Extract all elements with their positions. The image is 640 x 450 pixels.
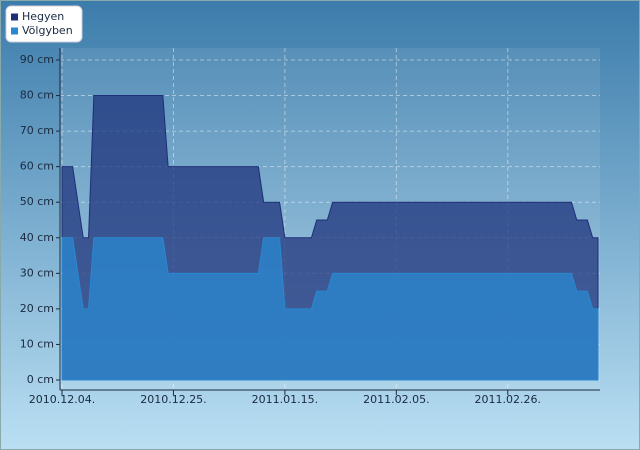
y-tick-label: 40 cm bbox=[20, 231, 54, 244]
legend-marker bbox=[11, 13, 18, 21]
y-tick-label: 20 cm bbox=[20, 302, 54, 315]
y-tick-label: 90 cm bbox=[20, 53, 54, 66]
x-tick-label: 2010.12.04. bbox=[29, 393, 95, 406]
area bbox=[61, 237, 599, 381]
legend-marker bbox=[11, 27, 18, 35]
y-tick-label: 70 cm bbox=[20, 124, 54, 137]
x-tick-label: 2011.01.15. bbox=[252, 393, 318, 406]
x-tick-label: 2011.02.26. bbox=[475, 393, 541, 406]
y-tick-label: 0 cm bbox=[27, 373, 54, 386]
y-tick-label: 30 cm bbox=[20, 266, 54, 279]
y-tick-label: 50 cm bbox=[20, 195, 54, 208]
y-tick-label: 60 cm bbox=[20, 160, 54, 173]
legend-box bbox=[5, 5, 83, 43]
y-tick-label: 80 cm bbox=[20, 89, 54, 102]
x-tick-label: 2010.12.25. bbox=[140, 393, 206, 406]
legend-label: Hegyen bbox=[22, 10, 64, 23]
y-tick-label: 10 cm bbox=[20, 337, 54, 350]
x-tick-label: 2011.02.05. bbox=[363, 393, 429, 406]
legend-label: Völgyben bbox=[22, 24, 73, 37]
